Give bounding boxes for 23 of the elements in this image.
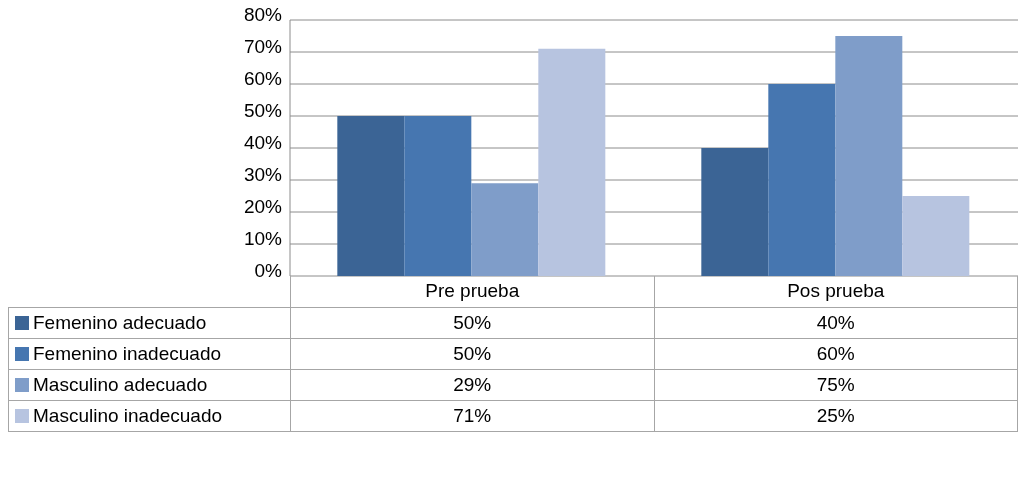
data-label: 50% (290, 338, 654, 369)
x-tick-label: Pos prueba (654, 276, 1018, 307)
data-label: 29% (290, 369, 654, 400)
y-tick-label: 10% (243, 227, 283, 249)
y-tick-label: 20% (243, 195, 283, 217)
y-tick-label: 50% (243, 99, 283, 121)
y-tick-label: 40% (243, 131, 283, 153)
legend-label: Femenino inadecuado (8, 338, 291, 369)
legend-label: Masculino adecuado (8, 369, 291, 400)
data-label: 60% (654, 338, 1018, 369)
y-tick-label: 80% (243, 3, 283, 25)
data-label: 25% (654, 400, 1018, 431)
data-label: 71% (290, 400, 654, 431)
legend-label: Masculino inadecuado (8, 400, 291, 431)
y-tick-label: 30% (243, 163, 283, 185)
data-label: 75% (654, 369, 1018, 400)
x-tick-label: Pre prueba (290, 276, 654, 307)
data-label: 40% (654, 307, 1018, 338)
legend-label: Femenino adecuado (8, 307, 291, 338)
y-tick-label: 60% (243, 67, 283, 89)
y-tick-label: 70% (243, 35, 283, 57)
y-tick-label: 0% (254, 259, 283, 281)
data-label: 50% (290, 307, 654, 338)
